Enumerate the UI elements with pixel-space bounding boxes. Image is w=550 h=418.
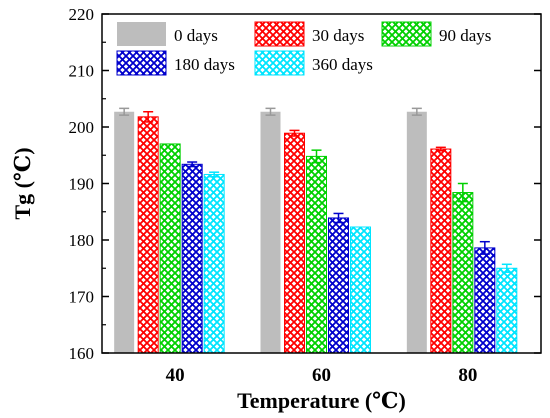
legend-label: 180 days: [174, 55, 235, 74]
bar-0-days-60: [260, 111, 281, 354]
legend-label: 0 days: [174, 26, 218, 45]
y-tick-label: 200: [69, 118, 95, 137]
error-bar: [209, 171, 220, 178]
bar-180-days-40: [181, 163, 203, 354]
legend-swatch: [254, 50, 305, 76]
error-bar: [119, 107, 130, 116]
y-tick-label: 210: [69, 62, 95, 81]
y-axis-label: Tg (℃): [10, 147, 35, 219]
bar-360-days-80: [496, 267, 518, 354]
legend-swatch: [117, 22, 166, 46]
error-bar: [311, 149, 322, 164]
y-tick-label: 190: [69, 175, 95, 194]
y-tick-label: 170: [69, 288, 95, 307]
y-tick-label: 180: [69, 231, 95, 250]
error-bar: [265, 107, 276, 116]
bar-30-days-40: [137, 116, 159, 354]
legend-swatch: [116, 50, 167, 76]
error-bar: [501, 263, 512, 273]
legend-label: 360 days: [312, 55, 373, 74]
error-bar: [411, 107, 422, 116]
legend-swatch: [381, 21, 432, 47]
error-bar: [333, 212, 344, 224]
bar-180-days-60: [328, 217, 349, 354]
error-bar: [289, 129, 300, 137]
x-tick-label: 60: [312, 365, 331, 386]
y-tick-label: 220: [69, 5, 95, 24]
bar-30-days-60: [284, 132, 305, 354]
error-bar: [435, 146, 446, 152]
error-bar: [457, 182, 468, 203]
bar-30-days-80: [430, 148, 452, 354]
bar-90-days-40: [159, 143, 181, 354]
error-bar: [187, 161, 198, 168]
x-axis: 40 60 80: [166, 365, 478, 386]
y-axis: 160 170 180 190 200 210 220: [69, 5, 541, 363]
x-tick-label: 80: [458, 365, 477, 386]
bar-0-days-40: [114, 111, 135, 354]
y-tick-label: 160: [69, 344, 95, 363]
legend-label: 30 days: [312, 26, 364, 45]
bars-layer: [114, 107, 518, 354]
legend-swatch: [254, 21, 305, 47]
bar-360-days-40: [203, 173, 225, 354]
bar-360-days-60: [350, 226, 371, 354]
error-bar: [479, 240, 490, 255]
bar-90-days-60: [306, 155, 327, 354]
bar-90-days-80: [452, 192, 474, 354]
legend: 0 days 30 days 90 days 180 days 360 days: [116, 21, 491, 76]
error-bar: [143, 110, 154, 123]
bar-180-days-80: [474, 247, 496, 354]
legend-label: 90 days: [439, 26, 491, 45]
x-tick-label: 40: [166, 365, 185, 386]
x-axis-label: Temperature (℃): [237, 388, 406, 413]
bar-0-days-80: [406, 111, 427, 354]
